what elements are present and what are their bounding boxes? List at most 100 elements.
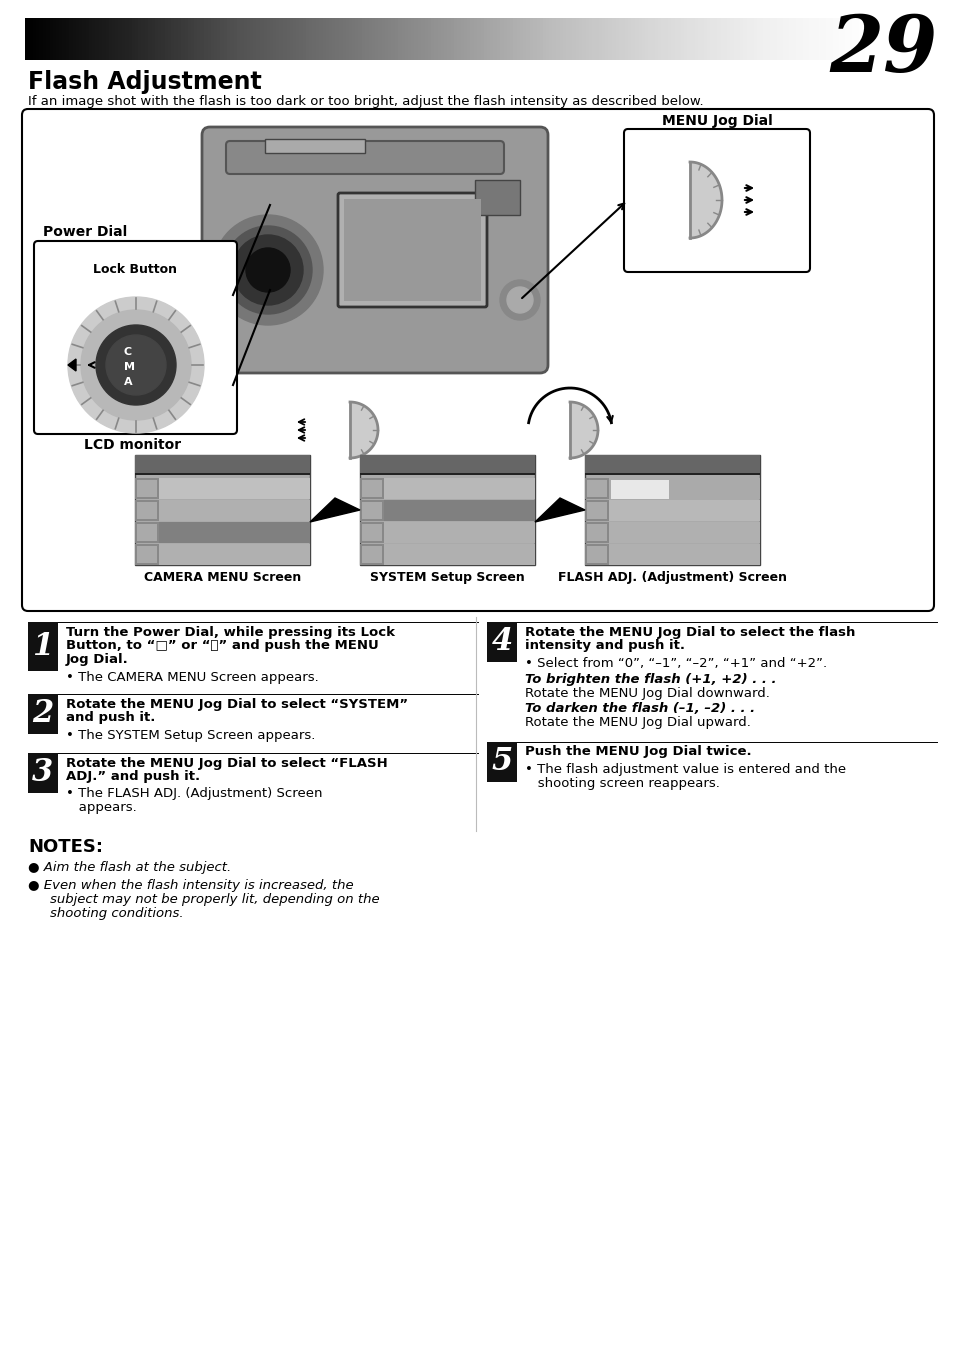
Bar <box>584 543 608 565</box>
Bar <box>486 622 517 663</box>
Bar <box>135 543 159 565</box>
Bar <box>135 522 159 543</box>
Bar <box>137 480 157 497</box>
Bar <box>28 694 58 734</box>
Bar <box>610 480 668 499</box>
FancyBboxPatch shape <box>226 141 503 173</box>
Text: 1: 1 <box>32 630 53 661</box>
Bar <box>135 478 159 499</box>
Bar <box>584 522 608 543</box>
Text: To darken the flash (–1, –2) . . .: To darken the flash (–1, –2) . . . <box>524 702 755 715</box>
Text: and push it.: and push it. <box>66 711 155 725</box>
Circle shape <box>246 248 290 291</box>
Text: appears.: appears. <box>66 801 136 814</box>
Bar <box>584 522 760 543</box>
Text: Push the MENU Jog Dial twice.: Push the MENU Jog Dial twice. <box>524 745 751 759</box>
Text: C: C <box>124 347 132 356</box>
Bar <box>135 500 159 522</box>
Text: Button, to “□” or “⌛” and push the MENU: Button, to “□” or “⌛” and push the MENU <box>66 640 378 653</box>
Text: • The SYSTEM Setup Screen appears.: • The SYSTEM Setup Screen appears. <box>66 729 315 743</box>
Text: • The flash adjustment value is entered and the: • The flash adjustment value is entered … <box>524 763 845 776</box>
Text: Lock Button: Lock Button <box>92 263 177 276</box>
FancyBboxPatch shape <box>623 129 809 272</box>
Bar <box>584 455 760 473</box>
Bar <box>265 140 365 153</box>
Text: • The FLASH ADJ. (Adjustment) Screen: • The FLASH ADJ. (Adjustment) Screen <box>66 787 322 801</box>
Text: If an image shot with the flash is too dark or too bright, adjust the flash inte: If an image shot with the flash is too d… <box>28 95 703 108</box>
Text: 5: 5 <box>491 747 512 776</box>
Bar <box>584 500 760 522</box>
Text: ADJ.” and push it.: ADJ.” and push it. <box>66 770 200 783</box>
Text: Power Dial: Power Dial <box>43 225 127 238</box>
Bar <box>28 752 58 793</box>
Circle shape <box>96 325 175 405</box>
Bar <box>135 455 310 565</box>
Bar <box>359 478 535 499</box>
Bar <box>135 543 310 565</box>
Text: CAMERA MENU Screen: CAMERA MENU Screen <box>144 570 301 584</box>
Text: MENU Jog Dial: MENU Jog Dial <box>661 114 772 127</box>
Text: Rotate the MENU Jog Dial downward.: Rotate the MENU Jog Dial downward. <box>524 687 769 701</box>
Bar <box>359 500 384 522</box>
Bar <box>361 546 381 562</box>
Bar <box>584 455 760 565</box>
Text: NOTES:: NOTES: <box>28 839 103 856</box>
Circle shape <box>106 335 166 396</box>
Text: Flash Adjustment: Flash Adjustment <box>28 70 261 93</box>
Text: 29: 29 <box>829 12 937 88</box>
Text: Rotate the MENU Jog Dial to select “FLASH: Rotate the MENU Jog Dial to select “FLAS… <box>66 756 387 770</box>
Text: To brighten the flash (+1, +2) . . .: To brighten the flash (+1, +2) . . . <box>524 673 776 687</box>
FancyBboxPatch shape <box>337 192 486 308</box>
Bar <box>135 473 310 476</box>
Circle shape <box>81 310 191 420</box>
Polygon shape <box>68 359 76 371</box>
Text: Turn the Power Dial, while pressing its Lock: Turn the Power Dial, while pressing its … <box>66 626 395 640</box>
Bar <box>361 501 381 519</box>
Text: SYSTEM Setup Screen: SYSTEM Setup Screen <box>370 570 524 584</box>
Bar <box>584 543 760 565</box>
Bar <box>359 473 535 476</box>
Text: Rotate the MENU Jog Dial upward.: Rotate the MENU Jog Dial upward. <box>524 715 750 729</box>
Text: Jog Dial.: Jog Dial. <box>66 653 129 667</box>
Bar <box>584 478 608 499</box>
Text: ● Even when the flash intensity is increased, the: ● Even when the flash intensity is incre… <box>28 878 354 892</box>
Text: 2: 2 <box>32 698 53 729</box>
Bar <box>586 546 606 562</box>
Text: 3: 3 <box>32 757 53 789</box>
Circle shape <box>68 297 204 434</box>
Bar <box>361 524 381 541</box>
Text: A: A <box>124 377 132 388</box>
FancyBboxPatch shape <box>202 127 547 373</box>
Bar <box>137 546 157 562</box>
Bar <box>359 543 384 565</box>
Bar <box>359 500 535 522</box>
Bar <box>344 199 480 301</box>
Circle shape <box>213 215 323 325</box>
Bar <box>586 501 606 519</box>
Text: FLASH ADJ. (Adjustment) Screen: FLASH ADJ. (Adjustment) Screen <box>558 570 786 584</box>
Polygon shape <box>350 402 377 458</box>
Bar <box>584 500 608 522</box>
Bar <box>359 543 535 565</box>
Bar <box>486 741 517 782</box>
Text: • Select from “0”, “–1”, “–2”, “+1” and “+2”.: • Select from “0”, “–1”, “–2”, “+1” and … <box>524 657 826 669</box>
Bar <box>135 455 310 473</box>
Bar <box>586 524 606 541</box>
Text: Rotate the MENU Jog Dial to select the flash: Rotate the MENU Jog Dial to select the f… <box>524 626 855 640</box>
Bar <box>359 522 535 543</box>
Polygon shape <box>535 499 584 522</box>
Bar <box>584 473 760 476</box>
Bar <box>137 524 157 541</box>
Bar <box>586 480 606 497</box>
Circle shape <box>499 280 539 320</box>
Circle shape <box>233 234 303 305</box>
Bar <box>359 522 384 543</box>
Polygon shape <box>689 163 721 238</box>
FancyBboxPatch shape <box>34 241 236 434</box>
Bar <box>28 622 58 671</box>
Text: ● Aim the flash at the subject.: ● Aim the flash at the subject. <box>28 860 231 874</box>
Bar <box>359 478 384 499</box>
Bar <box>359 455 535 565</box>
Text: subject may not be properly lit, depending on the: subject may not be properly lit, dependi… <box>33 893 379 905</box>
Text: • The CAMERA MENU Screen appears.: • The CAMERA MENU Screen appears. <box>66 671 318 683</box>
